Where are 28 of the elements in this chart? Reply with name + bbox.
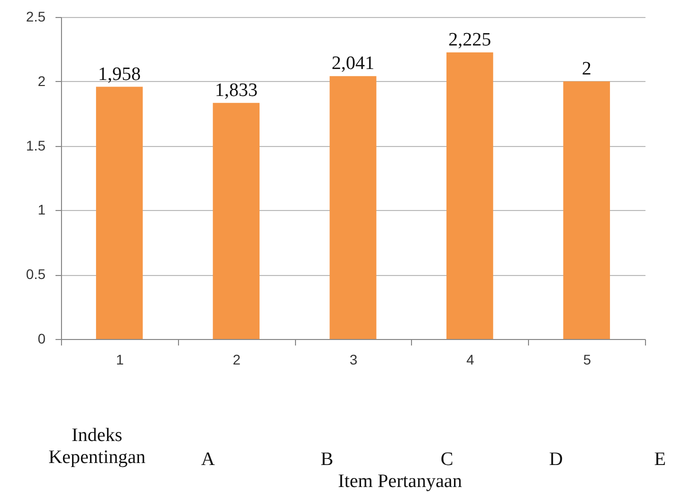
y-tick-label: 1.5 — [26, 137, 46, 154]
x-tick-label: 1 — [116, 352, 124, 368]
x-tick-label: 5 — [583, 352, 592, 368]
annotation: 1,958 — [98, 64, 141, 85]
text: Indeks Kepentingan — [47, 425, 147, 469]
x-tick-label: 3 — [350, 352, 358, 368]
text: E — [653, 449, 667, 471]
text: C — [440, 449, 454, 471]
annotation: 2,225 — [448, 29, 492, 50]
bar — [446, 52, 494, 339]
bar — [96, 86, 143, 339]
y-tick-label: 2.5 — [26, 8, 46, 24]
bar — [330, 76, 376, 339]
annotation: 2,041 — [332, 53, 374, 74]
bar — [212, 102, 260, 339]
y-tick-label: 1 — [38, 202, 46, 218]
bar — [563, 81, 610, 339]
text: Item Pertanyaan — [337, 471, 463, 493]
text: A — [200, 449, 216, 471]
x-tick-label: 2 — [232, 352, 241, 368]
y-tick-label: 0.5 — [26, 266, 46, 282]
text: B — [320, 449, 334, 471]
x-tick-label: 4 — [466, 352, 474, 368]
y-tick-label: 0 — [38, 330, 46, 346]
text: D — [548, 449, 564, 471]
data-label: 2 — [582, 58, 592, 80]
y-tick-label: 2 — [38, 72, 46, 89]
annotation: 1,833 — [214, 80, 258, 101]
